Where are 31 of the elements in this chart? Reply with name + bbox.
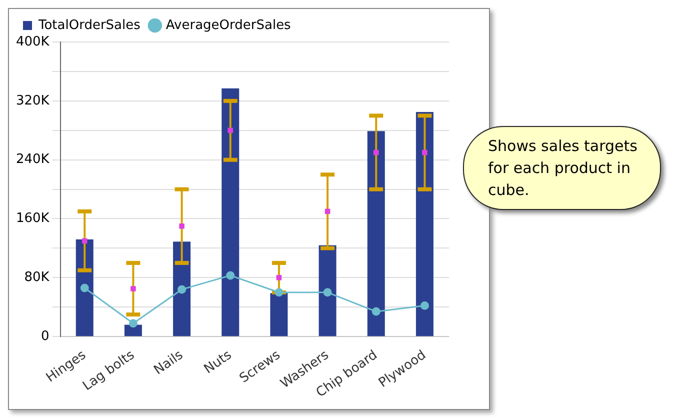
x-tick-label: Nuts [202,348,235,378]
text: Shows sales targets for each product in cube. [463,126,661,210]
bar [124,324,142,336]
legend-label: TotalOrderSales [38,18,141,33]
y-tick-label: 320K [16,93,50,108]
y-tick-label: 80K [24,270,50,286]
bar [222,88,240,336]
y-tick-label: 160K [16,211,50,226]
bar [367,131,385,336]
point [276,275,282,280]
point [226,271,235,280]
bar [416,112,434,336]
point [324,208,330,214]
point [228,128,233,133]
point [80,284,89,292]
point [128,319,138,328]
point [179,223,184,229]
point [130,286,136,292]
bar [318,245,336,336]
y-tick-label: 0 [41,328,50,344]
y-tick-label: 240K [16,152,50,168]
point [420,301,429,310]
y-tick-label: 400K [16,34,50,50]
point [374,150,379,156]
point [323,288,332,297]
point [422,150,428,156]
point [82,238,88,244]
point [372,307,380,316]
point [178,285,186,294]
legend-label: AverageOrderSales [166,18,292,33]
point [274,288,284,297]
